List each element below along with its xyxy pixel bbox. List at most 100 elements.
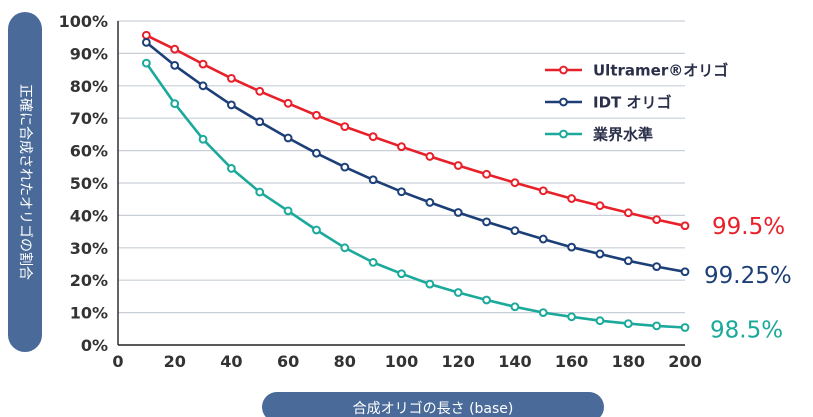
data-point <box>312 225 321 235</box>
data-point <box>453 208 463 217</box>
x-tick-label: 200 <box>668 352 701 371</box>
data-point <box>567 194 576 203</box>
x-tick-label: 100 <box>385 352 418 371</box>
data-point <box>340 243 350 253</box>
data-point <box>227 164 236 173</box>
x-tick-label: 20 <box>164 352 186 371</box>
data-point <box>368 132 378 142</box>
series-line <box>145 34 686 228</box>
y-axis-title: 正確に合成されたオリゴの割合 <box>17 84 34 280</box>
data-point <box>425 152 435 161</box>
data-point <box>482 169 491 179</box>
y-axis-ticks: 0% 10% 20% 30% 40% 50% 60% 70% 80% 90% 100% <box>59 12 108 355</box>
data-point <box>538 308 548 318</box>
data-point <box>198 134 208 144</box>
x-tick-label: 0 <box>112 352 123 371</box>
y-tick-label: 30% <box>70 239 108 258</box>
y-tick-label: 80% <box>70 77 108 96</box>
data-point <box>312 148 321 158</box>
gridlines <box>118 20 685 314</box>
data-point <box>538 234 548 244</box>
data-point <box>652 215 662 225</box>
legend-label: IDT オリゴ <box>593 94 672 112</box>
series-2 <box>141 37 690 277</box>
data-point <box>170 99 180 109</box>
data-point <box>538 186 548 196</box>
series-end-label: 98.5% <box>710 318 783 344</box>
y-tick-label: 90% <box>70 44 108 63</box>
data-point <box>652 321 662 331</box>
series-group <box>141 30 690 332</box>
data-point <box>425 198 435 207</box>
data-point <box>595 201 605 211</box>
data-point <box>397 187 406 197</box>
y-axis-title-background <box>8 12 42 352</box>
data-point <box>255 187 265 197</box>
data-point <box>141 37 151 47</box>
data-point <box>652 262 662 271</box>
y-tick-label: 100% <box>59 12 108 31</box>
y-tick-label: 10% <box>70 304 108 323</box>
x-axis-title: 合成オリゴの長さ (base) <box>353 400 514 417</box>
data-point <box>397 269 406 279</box>
series-line <box>145 62 686 329</box>
data-point <box>283 206 293 216</box>
data-point <box>510 226 520 236</box>
x-tick-label: 140 <box>498 352 531 371</box>
legend-label: Ultramer®オリゴ <box>593 62 728 80</box>
data-point <box>453 161 463 170</box>
legend-marker <box>559 129 568 139</box>
data-point <box>595 316 605 326</box>
x-tick-label: 40 <box>220 352 242 371</box>
data-point <box>680 323 690 332</box>
data-point <box>567 242 576 252</box>
x-tick-label: 60 <box>277 352 299 371</box>
x-axis-ticks: 0 20 40 60 80 100 120 140 160 180 200 <box>112 352 701 371</box>
y-tick-label: 70% <box>70 109 108 128</box>
data-point <box>623 256 633 266</box>
data-point <box>170 60 180 70</box>
data-point <box>198 81 208 91</box>
data-point <box>567 312 576 322</box>
legend-label: 業界水準 <box>592 126 653 144</box>
data-point <box>510 302 520 312</box>
data-point <box>623 319 633 329</box>
data-point <box>453 288 463 297</box>
series-3 <box>141 58 690 332</box>
data-point <box>482 217 491 227</box>
series-line <box>145 41 686 274</box>
data-point <box>482 295 491 305</box>
series-end-label: 99.25% <box>704 263 792 289</box>
y-tick-label: 40% <box>70 206 108 225</box>
x-axis-title-background <box>262 392 604 417</box>
data-point <box>227 73 236 83</box>
axes <box>117 21 685 346</box>
x-tick-label: 120 <box>441 352 474 371</box>
legend-item: 業界水準 <box>545 126 653 144</box>
data-point <box>255 117 265 127</box>
x-tick-label: 180 <box>612 352 645 371</box>
data-point <box>680 221 690 231</box>
end-labels: 99.5% 99.25% 98.5% <box>704 214 792 344</box>
x-tick-label: 160 <box>555 352 588 371</box>
series-1 <box>141 30 690 231</box>
legend-item: IDT オリゴ <box>545 94 672 112</box>
data-point <box>141 30 151 40</box>
data-point <box>227 100 236 110</box>
data-point <box>170 44 180 54</box>
legend-item: Ultramer®オリゴ <box>545 62 728 80</box>
data-point <box>623 208 633 218</box>
data-point <box>595 249 605 259</box>
data-point <box>340 122 350 132</box>
data-point <box>680 267 690 277</box>
x-tick-label: 80 <box>334 352 356 371</box>
data-point <box>368 257 378 267</box>
data-point <box>425 279 435 289</box>
data-point <box>340 162 350 172</box>
data-point <box>312 110 321 120</box>
data-point <box>283 98 293 108</box>
data-point <box>255 86 265 96</box>
data-point <box>510 178 520 188</box>
